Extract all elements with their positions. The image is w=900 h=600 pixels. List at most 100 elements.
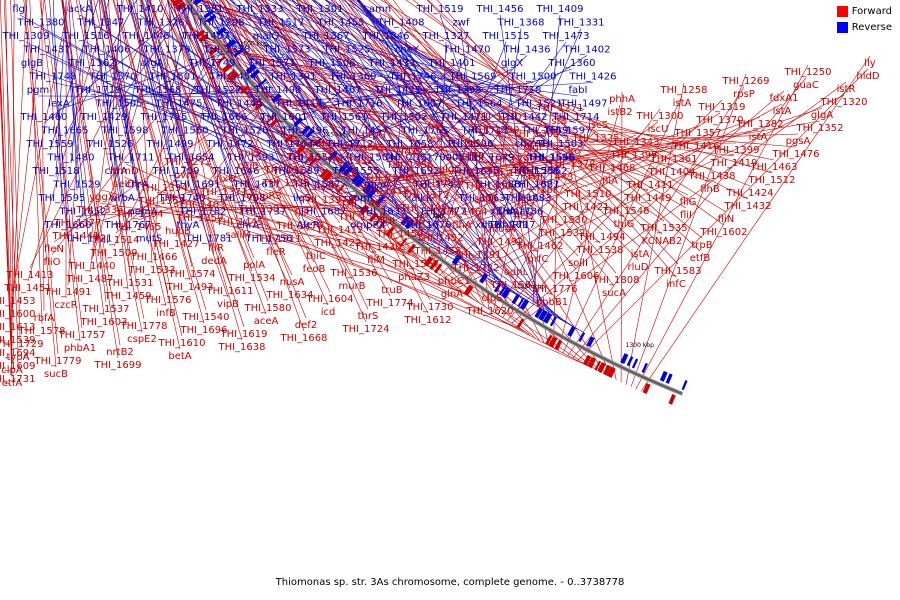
leader-line [29,0,163,269]
leader-line [141,0,243,341]
forward-gene-label: THI_1600 [0,309,36,320]
reverse-gene-label: THI_1518 [31,166,79,177]
forward-gene-label: THI_1427 [151,239,199,250]
leader-line [123,176,521,330]
leader-line [31,68,373,188]
reverse-gene-label: THI_1708 [217,193,265,204]
leader-line [140,0,198,191]
forward-gene-label: THI_1699 [93,360,141,371]
leader-line [178,0,307,319]
forward-gene-label: sallR [474,194,498,205]
leader-line [630,73,747,388]
forward-gene-label: fliG [680,197,697,208]
forward-gene-label: THI_1450 [375,229,423,240]
forward-gene-label: glnA [441,289,463,300]
reverse-gene [250,69,261,79]
reverse-gene-label: THI_1455 [316,18,364,29]
forward-gene-label: fliN [718,214,735,225]
reverse-gene-label: THI_1588 [511,166,559,177]
forward-gene-label: THI_1668 [279,333,327,344]
reverse-gene-label: THI_1467 [313,85,361,96]
reverse-gene [293,117,304,127]
forward-gene [463,284,474,296]
leader-line [183,19,403,215]
forward-gene-label: THI_1449 [623,193,671,204]
leader-line [405,0,725,226]
forward-gene [668,394,676,405]
reverse-gene-label: THI_1472 [205,139,253,150]
forward-gene-label: THI_1606 [551,271,599,282]
forward-gene [319,168,329,179]
forward-gene-label: THI_1591 [453,250,501,261]
leader-line [113,54,211,247]
leader-line [324,0,531,151]
reverse-gene-label: THI_1721 [64,234,112,245]
reverse-gene-label: THI_1471 [439,112,487,123]
reverse-gene [451,254,462,266]
leader-line [368,0,663,235]
reverse-gene-label: THI_1670 [403,220,451,231]
leader-line [125,163,583,364]
leader-line [226,0,415,271]
leader-line [137,159,304,221]
forward-gene-label: THI_1548 [601,206,649,217]
forward-gene-label: rplS [240,148,260,159]
reverse-gene-label: THI_1557 [286,153,334,164]
forward-gene-label: THI_1508 [337,212,385,223]
reverse-gene-label: THI_1473 [541,31,589,42]
leader-line [254,0,369,232]
forward-gene-label: istA [631,249,650,260]
forward-gene-label: THI_1602 [699,227,747,238]
forward-gene-label: THI_1312 [263,165,311,176]
reverse-gene-label: THI_1406 [82,45,130,56]
forward-gene-label: THI_1613 [0,322,36,333]
forward-gene-label: THI_1537 [81,304,129,315]
forward-gene-label: selD [113,179,135,190]
forward-gene [304,154,314,163]
reverse-gene-label: THI_1719 [73,85,121,96]
forward-gene-label: THI_1357 [673,128,721,139]
leader-line [132,0,177,178]
forward-gene-label: THI_1778 [119,321,167,332]
leader-line [171,0,249,232]
reverse-gene [327,151,338,162]
forward-gene-label: phaZ3 [398,272,430,283]
forward-gene-label: icd [321,307,336,318]
reverse-gene [206,14,217,24]
forward-gene-label: THI_1359 [175,213,223,224]
leader-line [0,0,13,360]
forward-gene-label: THI_1271 [535,103,583,114]
reverse-gene-label: ackA [68,4,92,15]
forward-gene-label: THI_1634 [265,290,313,301]
reverse-gene-label: THI_1368 [496,18,544,29]
leader-line [231,0,366,137]
reverse-gene-label: THI_1360 [547,58,595,69]
forward-gene-label: THI_1421 [561,202,609,213]
reverse-gene-label: THI_1658 [385,139,433,150]
forward-gene [221,63,233,73]
forward-gene-label: fliR [208,243,224,254]
reverse-gene-label: THI_1519 [415,4,463,15]
reverse-gene-label: THI_1782 [178,207,226,218]
leader-line [330,156,573,187]
leader-line [91,0,169,260]
leader-line [283,0,486,137]
forward-gene-label: def2 [295,320,317,331]
reverse-gene [586,336,595,348]
forward-gene-label: THI_1411 [625,180,673,191]
leader-line [101,0,181,350]
forward-gene [602,364,611,376]
reverse-gene-label: THI_1298 [196,18,244,29]
forward-gene [373,216,382,226]
forward-gene-label: THI_1532 [537,228,585,239]
reverse-gene [400,215,411,226]
forward-gene-label: THI_1581 [489,280,537,291]
reverse-gene [301,125,311,135]
leader-line [427,0,701,252]
reverse-gene-label: THI_1607 [394,99,442,110]
reverse-gene-label: THI_1595 [37,193,85,204]
reverse-gene [567,326,576,337]
leader-line [351,0,553,164]
reverse-gene-label: THI_1301 [295,4,343,15]
reverse-gene-label: THI_1410 [115,4,163,15]
